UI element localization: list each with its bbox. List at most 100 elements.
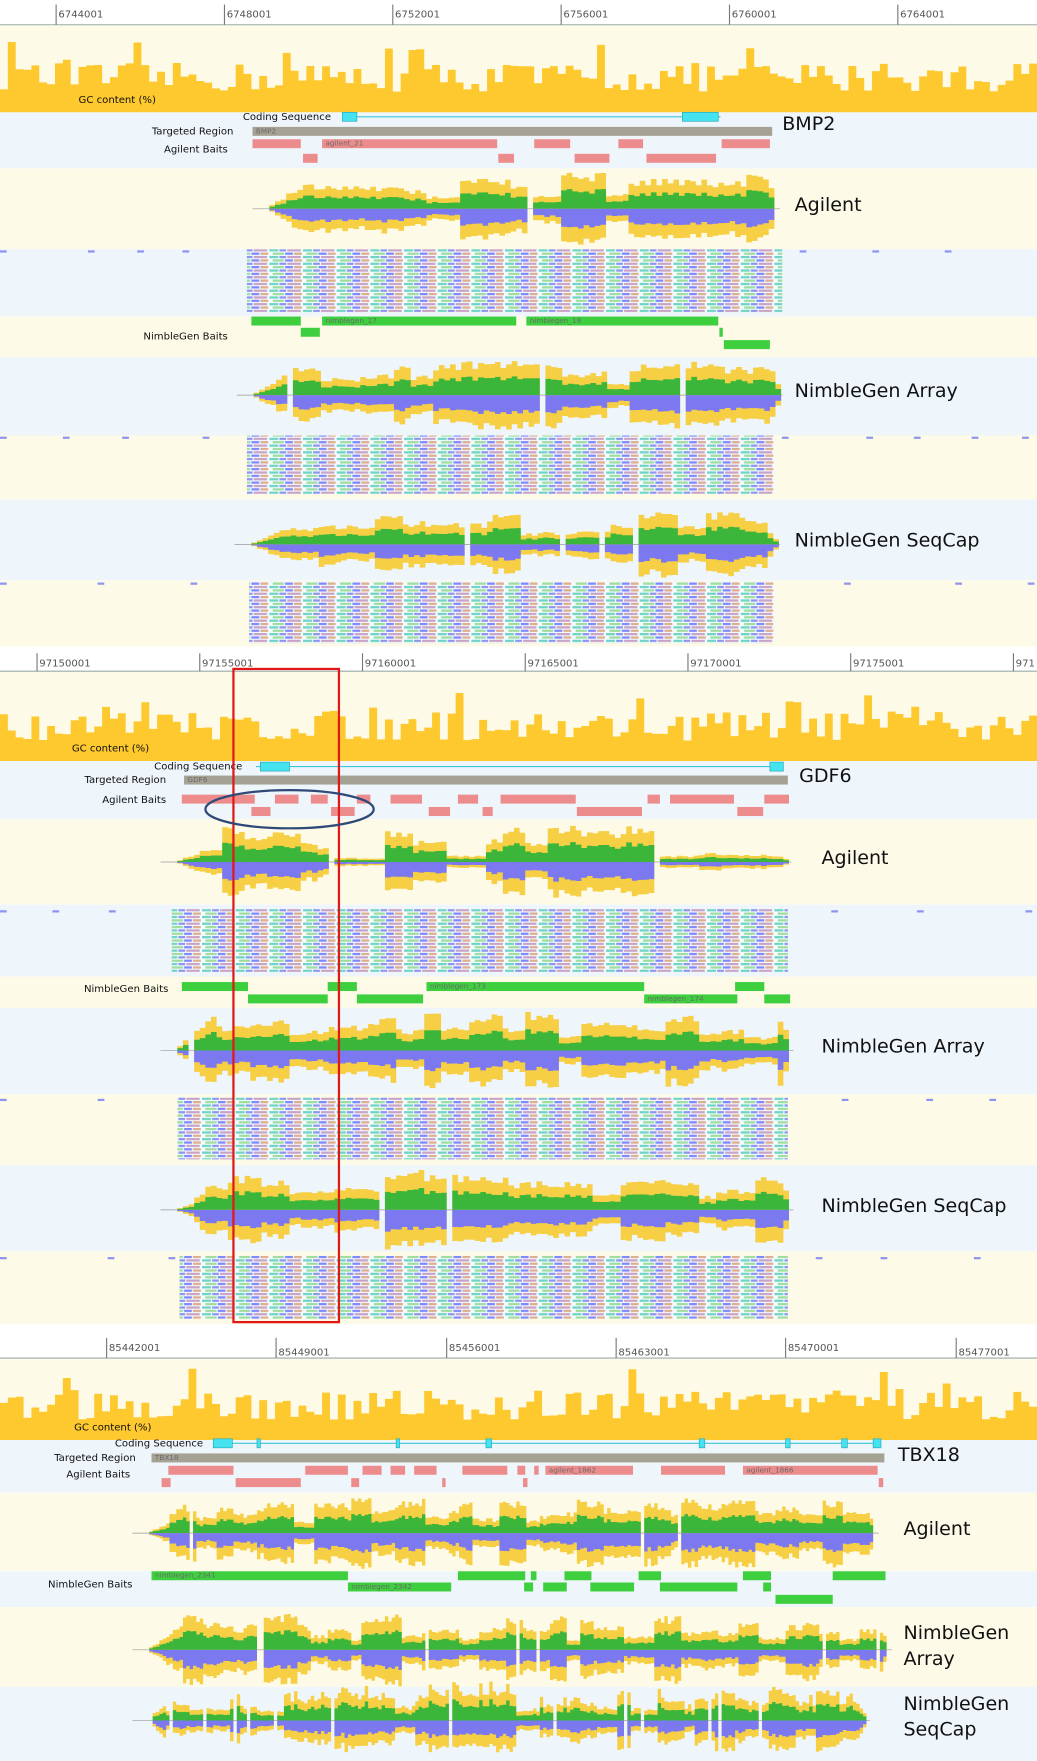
agilent-bait <box>575 154 610 163</box>
coverage-label: NimbleGen <box>903 1693 1009 1715</box>
nimblegen-bait <box>660 1582 737 1591</box>
stray-read <box>88 250 95 252</box>
nimblegen-bait <box>763 1582 771 1591</box>
agilent-bait <box>648 795 660 804</box>
stray-read <box>866 437 873 439</box>
agilent-bait <box>363 1466 382 1475</box>
nimblegen-bait <box>301 328 320 337</box>
nimblegen-bait <box>182 982 248 991</box>
ruler-label: 97175001 <box>853 658 904 669</box>
stray-read <box>0 1257 7 1259</box>
exon <box>260 762 289 771</box>
targeted-region <box>152 1453 885 1462</box>
exon <box>396 1439 399 1448</box>
stray-read <box>52 910 59 912</box>
agilent-bait <box>483 807 493 816</box>
nimblegen-bait <box>724 340 770 349</box>
coverage-label: NimbleGen SeqCap <box>822 1195 1007 1217</box>
stray-read <box>1022 437 1029 439</box>
bait-label: nimblegen_2341 <box>155 1571 216 1580</box>
nimblegen-bait <box>833 1571 886 1580</box>
stray-read <box>0 250 7 252</box>
stray-read <box>972 437 979 439</box>
bait-label: agilent_21 <box>325 139 363 148</box>
browser-panel: 9715000197155001971600019716500197170001… <box>0 649 1037 1325</box>
track-label: GC content (%) <box>74 1423 151 1434</box>
stray-read <box>872 250 879 252</box>
agilent-bait <box>618 139 643 148</box>
stray-read <box>945 250 952 252</box>
nimblegen-bait <box>251 317 300 326</box>
stray-read <box>782 437 789 439</box>
bait-label: nimblegen_2342 <box>351 1582 412 1591</box>
ruler-label: 6752001 <box>395 10 440 21</box>
aligned-reads <box>247 436 774 494</box>
stray-read <box>98 583 105 585</box>
aligned-reads <box>249 581 774 643</box>
stray-read <box>881 1257 888 1259</box>
stray-read <box>974 1257 981 1259</box>
agilent-bait <box>646 154 716 163</box>
nimblegen-bait <box>543 1582 567 1591</box>
stray-read <box>137 250 144 252</box>
agilent-bait <box>523 1478 527 1487</box>
stray-read <box>0 583 7 585</box>
ruler-label: 97155001 <box>202 658 253 669</box>
tracks: 6744001674800167520016756001676000167640… <box>0 0 1037 1761</box>
ruler-label: 97170001 <box>690 658 741 669</box>
stray-read <box>0 1099 7 1101</box>
coverage-label: NimbleGen SeqCap <box>795 530 980 552</box>
ruler-label: 85463001 <box>618 1347 669 1358</box>
nimblegen-bait <box>590 1582 634 1591</box>
agilent-bait <box>311 795 328 804</box>
ruler-label: 85470001 <box>788 1343 839 1354</box>
agilent-bait <box>764 795 789 804</box>
ruler-label: 6764001 <box>900 10 945 21</box>
track-label: NimbleGen Baits <box>48 1580 132 1591</box>
nimblegen-bait <box>328 982 357 991</box>
stray-read <box>122 437 129 439</box>
nimblegen-bait <box>531 1571 537 1580</box>
stray-read <box>168 1257 175 1259</box>
coverage-label: NimbleGen Array <box>822 1036 985 1058</box>
agilent-bait <box>879 1478 883 1487</box>
ruler-label: 97165001 <box>527 658 578 669</box>
targeted-name: GDF6 <box>187 775 207 784</box>
browser-panel: 8544200185449001854560018546300185470001… <box>0 1333 1037 1761</box>
ruler-label: 85477001 <box>958 1347 1009 1358</box>
stray-read <box>926 1099 933 1101</box>
ruler <box>0 0 1037 25</box>
agilent-bait <box>498 154 514 163</box>
agilent-bait <box>670 795 734 804</box>
gene-name: TBX18 <box>897 1444 960 1466</box>
exon <box>770 762 783 771</box>
coverage-label: Agilent <box>795 194 863 216</box>
nimblegen-bait <box>458 1571 525 1580</box>
stray-read <box>182 250 189 252</box>
agilent-bait <box>351 1478 359 1487</box>
stray-read <box>800 250 807 252</box>
agilent-bait <box>429 807 450 816</box>
exon <box>873 1439 881 1448</box>
track-label: Coding Sequence <box>243 112 331 123</box>
track-label: Coding Sequence <box>115 1438 203 1449</box>
track-label: NimbleGen Baits <box>84 984 168 995</box>
track-label: Agilent Baits <box>66 1470 130 1481</box>
exon <box>699 1439 705 1448</box>
aligned-reads <box>180 1256 788 1319</box>
stray-read <box>917 910 924 912</box>
agilent-bait <box>305 1466 348 1475</box>
agilent-bait <box>414 1466 436 1475</box>
track-label: Targeted Region <box>53 1453 136 1464</box>
ruler-label: 6748001 <box>227 10 272 21</box>
track-label: Targeted Region <box>151 126 234 137</box>
agilent-bait <box>236 1478 301 1487</box>
agilent-bait <box>391 1466 406 1475</box>
nimblegen-bait <box>357 994 423 1003</box>
gene-name: BMP2 <box>782 113 835 135</box>
agilent-bait <box>253 139 301 148</box>
exon <box>682 112 718 121</box>
ruler-label: 85442001 <box>109 1343 160 1354</box>
stray-read <box>844 583 851 585</box>
coverage-label: Agilent <box>822 847 890 869</box>
